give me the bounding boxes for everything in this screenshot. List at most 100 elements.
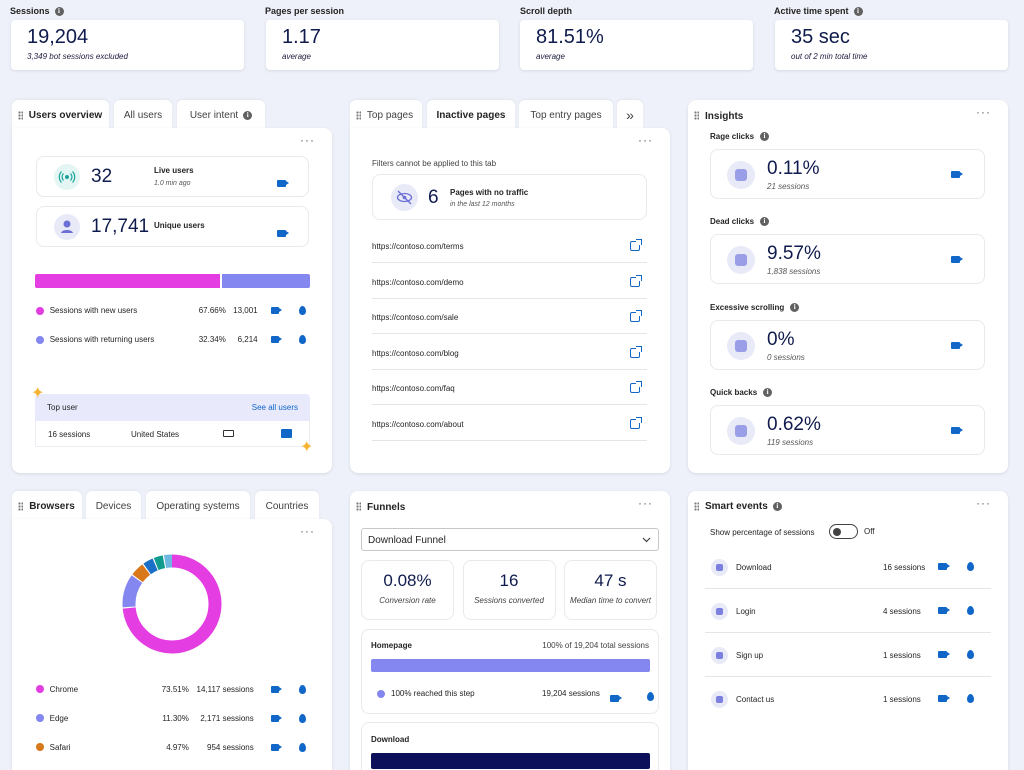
info-icon[interactable]: i — [763, 387, 773, 397]
unique-users-box: 17,741 Unique users — [36, 206, 309, 247]
tab-devices[interactable]: Devices — [86, 491, 141, 521]
heatmap-icon[interactable] — [967, 650, 974, 659]
browser-row: Edge 11.30% 2,171 sessions — [36, 712, 306, 724]
external-link-icon[interactable] — [630, 381, 642, 393]
recordings-icon[interactable] — [277, 180, 289, 187]
recordings-icon[interactable] — [951, 256, 963, 264]
drag-handle-icon[interactable] — [356, 111, 361, 120]
external-link-icon[interactable] — [630, 345, 642, 358]
info-icon[interactable]: i — [243, 110, 253, 120]
more-options-button[interactable]: ··· — [300, 524, 315, 538]
recordings-icon[interactable] — [270, 307, 282, 314]
url-row[interactable]: https://contoso.com/demo — [372, 268, 647, 299]
tab-inactive-pages[interactable]: Inactive pages — [427, 100, 515, 130]
info-icon[interactable]: i — [54, 6, 64, 16]
back-arrow-icon — [727, 416, 755, 445]
external-link-icon[interactable] — [630, 310, 642, 322]
smart-event-row[interactable]: Login 4 sessions — [705, 595, 991, 639]
donut-slice-edge[interactable] — [122, 575, 143, 608]
new-users-segment — [35, 274, 220, 288]
drag-handle-icon[interactable] — [694, 111, 699, 120]
tab-top-entry-pages[interactable]: Top entry pages — [519, 100, 613, 130]
smart-event-row[interactable]: Download 16 sessions — [705, 551, 991, 595]
insight-box[interactable]: 0% 0 sessions — [710, 319, 985, 370]
insight-box[interactable]: 0.62% 119 sessions — [710, 404, 985, 455]
recordings-icon[interactable] — [938, 651, 950, 658]
tab-all-users[interactable]: All users — [114, 100, 172, 130]
insight-box[interactable]: 9.57% 1,838 sessions — [710, 234, 985, 285]
info-icon[interactable]: i — [790, 302, 800, 312]
url-row[interactable]: https://contoso.com/about — [372, 410, 647, 441]
funnel-select[interactable]: Download Funnel — [361, 528, 659, 551]
user-split-bar — [35, 274, 310, 288]
heatmap-icon[interactable] — [967, 694, 974, 703]
insight-box[interactable]: 0.11% 21 sessions — [710, 149, 985, 199]
recordings-icon[interactable] — [270, 743, 282, 751]
top-user-row[interactable]: 16 sessions United States — [35, 421, 310, 447]
info-icon[interactable]: i — [772, 502, 782, 511]
info-icon[interactable]: i — [853, 6, 863, 16]
tab-countries[interactable]: Countries — [255, 491, 319, 521]
url-row[interactable]: https://contoso.com/faq — [372, 374, 647, 405]
recordings-icon[interactable] — [270, 714, 282, 722]
info-icon[interactable]: i — [760, 217, 770, 227]
external-link-icon[interactable] — [630, 416, 642, 429]
heatmap-icon[interactable] — [299, 684, 306, 694]
user-card-icon[interactable] — [281, 429, 292, 438]
tab-top-pages[interactable]: Top pages — [350, 100, 422, 130]
heatmap-icon[interactable] — [967, 606, 974, 615]
tab-browsers[interactable]: Browsers — [12, 491, 82, 521]
heatmap-icon[interactable] — [299, 742, 306, 752]
more-options-button[interactable]: ··· — [300, 133, 315, 147]
heatmap-icon[interactable] — [647, 692, 655, 701]
more-tabs-chevron-icon[interactable]: » — [617, 100, 643, 130]
more-options-button[interactable]: ··· — [976, 496, 991, 510]
tab-operating-systems[interactable]: Operating systems — [146, 491, 250, 521]
url-row[interactable]: https://contoso.com/terms — [372, 232, 647, 263]
drag-handle-icon[interactable] — [18, 502, 23, 511]
recordings-icon[interactable] — [270, 336, 282, 343]
insights-card: Insights ··· Rage clicks i 0.11% 21 session… — [688, 100, 1008, 473]
recordings-icon[interactable] — [938, 563, 950, 570]
recordings-icon[interactable] — [277, 230, 289, 237]
smart-event-row[interactable]: Contact us 1 sessions — [705, 683, 991, 727]
insight-sub: 119 sessions — [767, 437, 814, 447]
donut-slice-safari[interactable] — [132, 564, 151, 583]
recordings-icon[interactable] — [951, 171, 963, 178]
insight-label: Rage clicks — [710, 132, 755, 141]
recordings-icon[interactable] — [951, 341, 963, 349]
drag-handle-icon[interactable] — [18, 111, 23, 120]
heatmap-icon[interactable] — [299, 335, 306, 344]
url-row[interactable]: https://contoso.com/blog — [372, 339, 647, 370]
more-options-button[interactable]: ··· — [638, 496, 653, 510]
split-row-new: Sessions with new users 67.66% 13,001 — [36, 306, 306, 315]
smart-event-row[interactable]: Sign up 1 sessions — [705, 639, 991, 683]
tab-user-intent[interactable]: User intent i — [177, 100, 265, 130]
donut-slice-other-2[interactable] — [153, 555, 166, 571]
recordings-icon[interactable] — [610, 695, 622, 702]
recordings-icon[interactable] — [938, 607, 950, 614]
donut-slice-chrome[interactable] — [122, 554, 222, 654]
donut-slice-other-3[interactable] — [163, 554, 173, 569]
percentage-toggle[interactable] — [829, 524, 858, 539]
tab-users-overview[interactable]: Users overview — [12, 100, 109, 130]
recordings-icon[interactable] — [951, 426, 963, 434]
recordings-icon[interactable] — [938, 695, 950, 702]
external-link-icon[interactable] — [630, 274, 642, 287]
see-all-users-link[interactable]: See all users — [251, 403, 298, 412]
divider — [372, 368, 647, 370]
sign-up-icon — [711, 647, 728, 664]
heatmap-icon[interactable] — [299, 713, 306, 723]
recordings-icon[interactable] — [270, 685, 282, 693]
more-options-button[interactable]: ··· — [976, 105, 991, 119]
drag-handle-icon[interactable] — [356, 502, 361, 511]
url-row[interactable]: https://contoso.com/sale — [372, 303, 647, 334]
heatmap-icon[interactable] — [299, 306, 306, 315]
donut-slice-other-1[interactable] — [143, 558, 158, 575]
more-options-button[interactable]: ··· — [638, 133, 653, 147]
heatmap-icon[interactable] — [967, 562, 974, 571]
drag-handle-icon[interactable] — [694, 502, 699, 511]
external-link-icon[interactable] — [630, 239, 642, 251]
url-label: https://contoso.com/sale — [372, 313, 459, 322]
info-icon[interactable]: i — [760, 132, 770, 141]
